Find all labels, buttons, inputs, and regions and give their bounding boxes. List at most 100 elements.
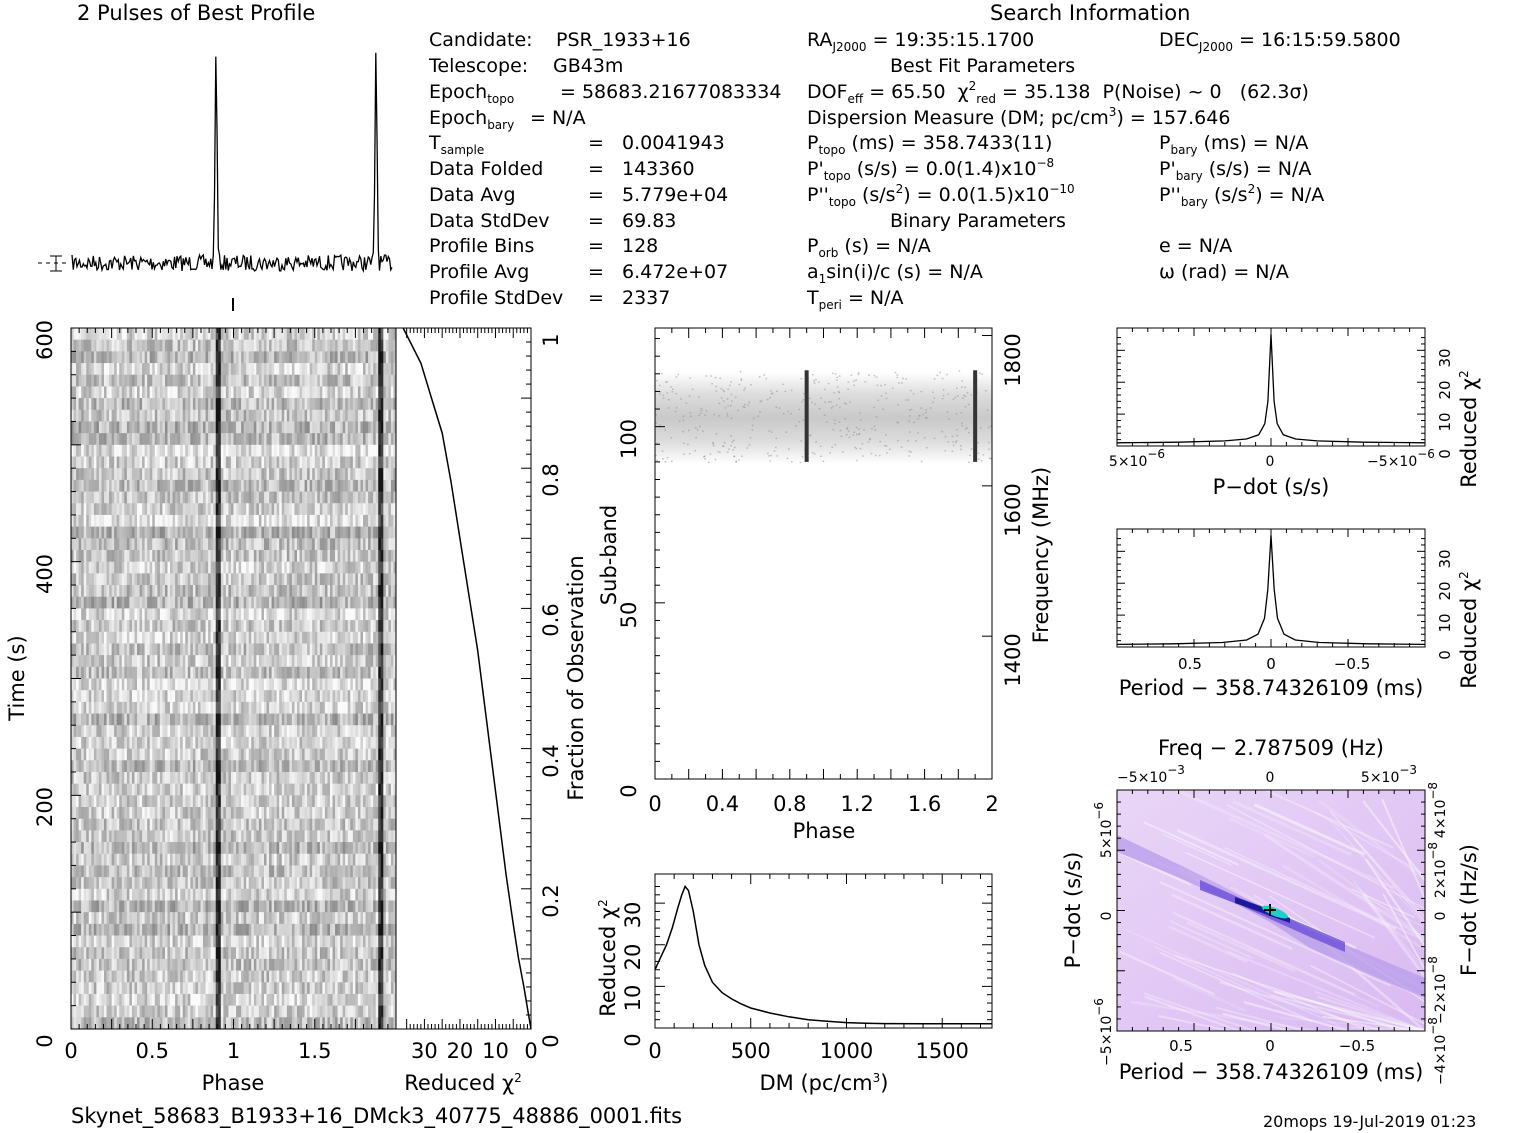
heatmap-cell (101, 363, 105, 376)
heatmap-cell (111, 456, 115, 469)
heatmap-cell (78, 421, 82, 434)
heatmap-cell (149, 374, 153, 387)
heatmap-cell (317, 631, 321, 644)
heatmap-cell (139, 549, 143, 563)
heatmap-cell (114, 643, 118, 656)
heatmap-cell (352, 549, 356, 563)
heatmap-cell (88, 678, 92, 691)
heatmap-cell (157, 339, 161, 352)
heatmap-cell (172, 456, 176, 469)
heatmap-cell (93, 561, 97, 574)
heatmap-cell (218, 351, 222, 364)
heatmap-cell (162, 701, 166, 714)
heatmap-cell (98, 374, 102, 387)
heatmap-cell (88, 444, 92, 457)
heatmap-cell (167, 748, 171, 761)
heatmap-cell (220, 374, 224, 387)
heatmap-cell (225, 339, 229, 352)
heatmap-cell (276, 561, 280, 574)
heatmap-cell (76, 374, 80, 387)
heatmap-cell (248, 433, 252, 446)
heatmap-cell (111, 748, 115, 761)
heatmap-cell (390, 631, 394, 644)
heatmap-cell (360, 444, 364, 457)
heatmap-cell (124, 771, 128, 785)
heatmap-cell (243, 514, 247, 528)
heatmap-cell (192, 561, 196, 574)
heatmap-cell (91, 328, 95, 341)
heatmap-cell (253, 339, 257, 352)
heatmap-cell (241, 503, 245, 516)
heatmap-cell (203, 771, 206, 785)
heatmap-cell (208, 409, 212, 422)
heatmap-cell (200, 573, 204, 586)
heatmap-cell (375, 690, 379, 703)
heatmap-cell (329, 433, 333, 446)
heatmap-cell (312, 409, 316, 422)
heatmap-cell (241, 339, 245, 352)
heatmap-cell (73, 444, 77, 457)
heatmap-cell (319, 666, 323, 679)
heatmap-cell (274, 678, 278, 691)
heatmap-cell (215, 631, 219, 644)
heatmap-cell (73, 479, 77, 492)
heatmap-cell (144, 608, 148, 621)
heatmap-cell (71, 351, 74, 364)
heatmap-cell (380, 456, 384, 469)
heatmap-cell (390, 526, 394, 539)
heatmap-cell (246, 479, 250, 492)
heatmap-cell (375, 608, 379, 621)
heatmap-cell (91, 748, 95, 761)
heatmap-cell (210, 643, 214, 656)
heatmap-cell (182, 433, 186, 446)
heatmap-cell (71, 573, 74, 586)
heatmap-cell (228, 596, 232, 609)
heatmap-cell (304, 760, 308, 773)
heatmap-cell (304, 771, 308, 785)
heatmap-cell (355, 409, 359, 422)
heatmap-cell (93, 573, 97, 586)
heatmap-cell (296, 444, 300, 457)
heatmap-cell (304, 479, 308, 492)
heatmap-cell (76, 666, 80, 679)
heatmap-cell (230, 725, 234, 738)
heatmap-cell (177, 339, 181, 352)
heatmap-cell (233, 678, 237, 691)
heatmap-cell (88, 585, 92, 598)
heatmap-cell (167, 503, 171, 516)
heatmap-cell (167, 444, 171, 457)
heatmap-cell (335, 351, 338, 364)
heatmap-cell (225, 549, 229, 563)
heatmap-cell (271, 479, 275, 492)
heatmap-cell (119, 491, 123, 504)
heatmap-cell (154, 444, 158, 457)
heatmap-cell (368, 736, 372, 749)
heatmap-cell (73, 398, 77, 411)
heatmap-cell (147, 549, 151, 563)
heatmap-cell (256, 398, 260, 411)
heatmap-cell (116, 573, 120, 586)
heatmap-cell (276, 538, 280, 551)
heatmap-cell (317, 655, 321, 668)
heatmap-cell (238, 690, 242, 703)
heatmap-cell (205, 386, 209, 399)
heatmap-cell (93, 398, 97, 411)
heatmap-cell (368, 386, 372, 399)
heatmap-cell (238, 328, 242, 341)
heatmap-cell (365, 514, 369, 528)
heatmap-cell (335, 456, 338, 469)
heatmap-cell (203, 561, 206, 574)
heatmap-cell (362, 328, 366, 341)
heatmap-cell (266, 596, 270, 609)
heatmap-cell (261, 678, 265, 691)
heatmap-cell (197, 608, 201, 621)
heatmap-cell (390, 643, 394, 656)
heatmap-cell (299, 690, 303, 703)
heatmap-cell (258, 736, 262, 749)
heatmap-cell (246, 503, 250, 516)
heatmap-cell (142, 444, 146, 457)
heatmap-cell (380, 573, 384, 586)
heatmap-cell (116, 643, 120, 656)
heatmap-cell (167, 386, 171, 399)
heatmap-cell (233, 655, 237, 668)
